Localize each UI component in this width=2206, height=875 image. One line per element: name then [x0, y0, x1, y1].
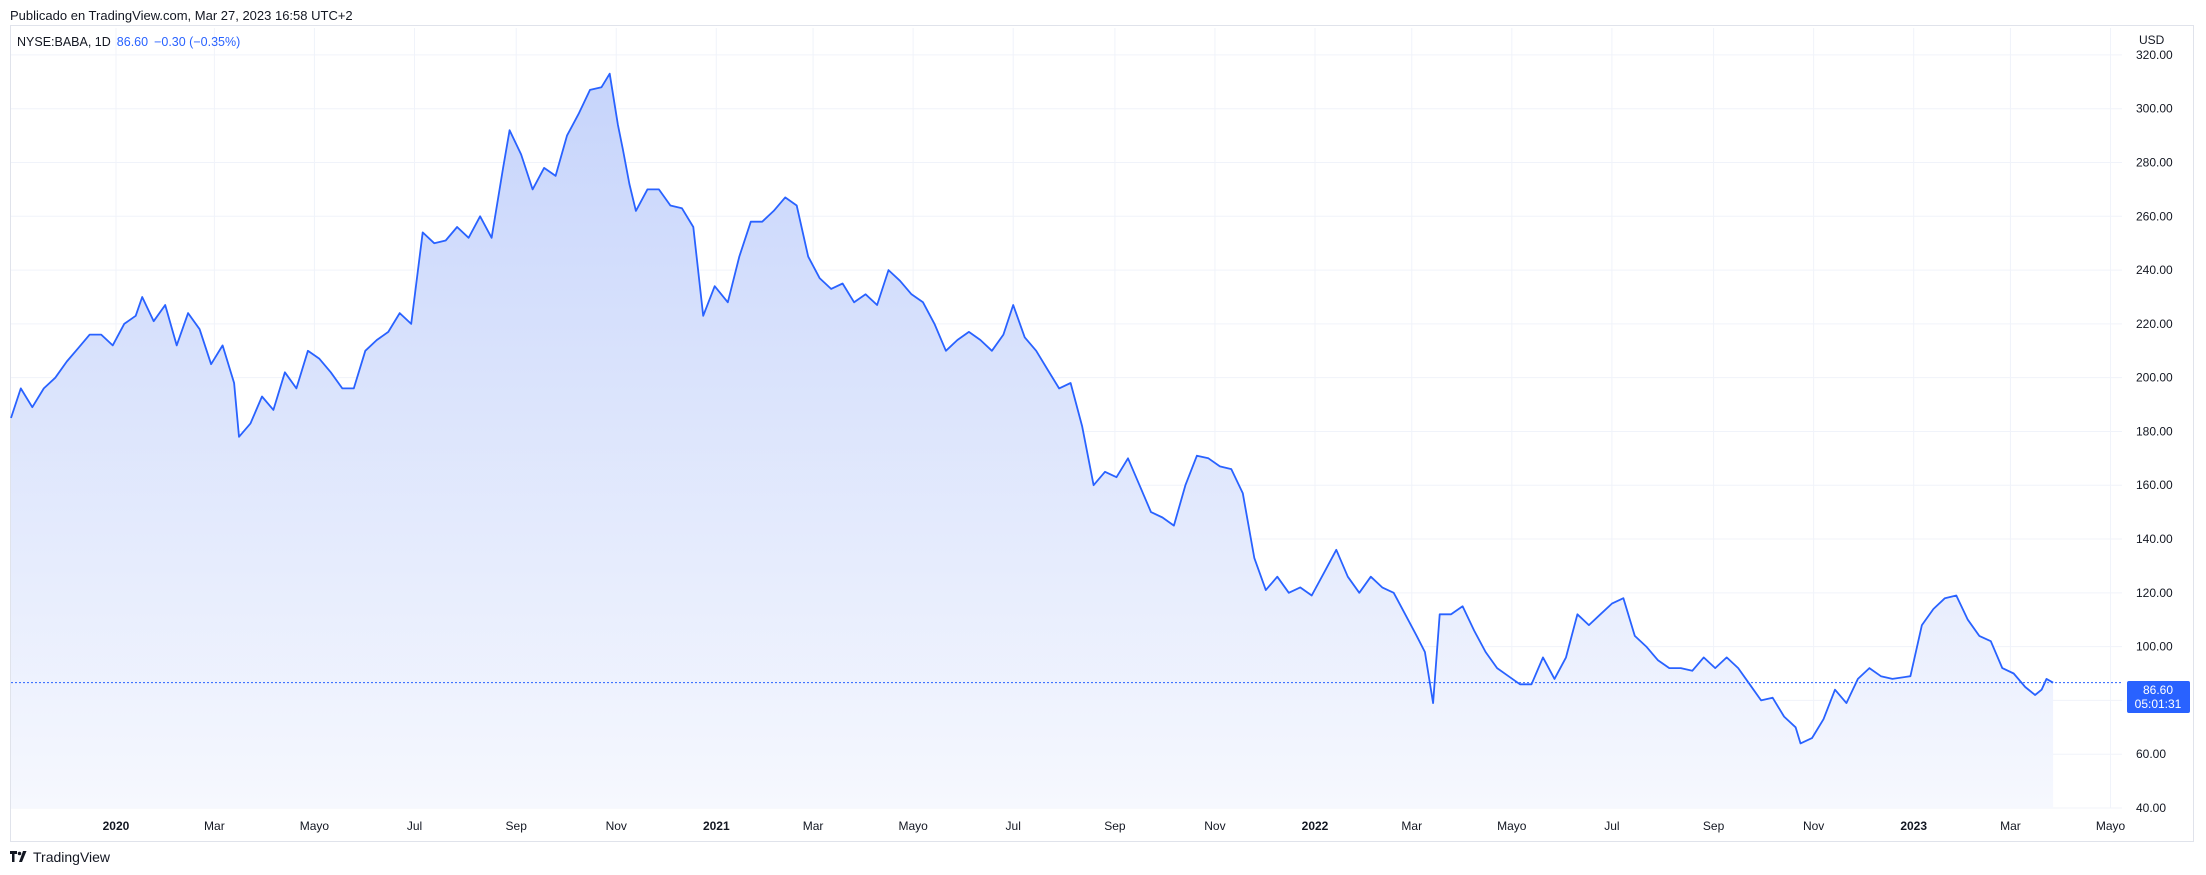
series-legend[interactable]: NYSE:BABA, 1D 86.60 −0.30 (−0.35%) — [17, 35, 240, 49]
y-tick-label: 200.00 — [2136, 371, 2173, 385]
footer-brand-name: TradingView — [33, 849, 111, 865]
x-tick-label: Nov — [1803, 819, 1824, 833]
x-tick-label: Sep — [506, 819, 528, 833]
x-tick-label: Mar — [2000, 819, 2021, 833]
x-tick-label: Mayo — [2096, 819, 2126, 833]
x-tick-label: 2023 — [1900, 819, 1927, 833]
footer-brand[interactable]: TradingView — [10, 849, 110, 865]
tradingview-logo-icon — [10, 851, 27, 862]
y-tick-label: 60.00 — [2136, 747, 2166, 761]
y-tick-label: 140.00 — [2136, 532, 2173, 546]
chart-frame — [10, 25, 2194, 842]
x-tick-label: Jul — [1006, 819, 1021, 833]
y-tick-label: 320.00 — [2136, 48, 2173, 62]
x-tick-label: Mayo — [898, 819, 928, 833]
last-price-badge: 86.60 05:01:31 — [2127, 681, 2190, 713]
x-tick-label: Mayo — [1497, 819, 1527, 833]
y-tick-label: 260.00 — [2136, 209, 2173, 223]
y-tick-label: 240.00 — [2136, 263, 2173, 277]
x-tick-label: Mar — [204, 819, 225, 833]
y-tick-label: 100.00 — [2136, 640, 2173, 654]
price-area-fill — [11, 73, 2054, 808]
time-axis[interactable]: 2020 Mar Mayo Jul Sep Nov 2021 Mar Mayo Jul Sep Nov… — [103, 819, 2126, 833]
last-price-value: 86.60 — [2143, 683, 2173, 697]
price-series-line[interactable] — [10, 72, 2054, 745]
x-tick-label: 2022 — [1302, 819, 1329, 833]
legend-symbol: NYSE:BABA, 1D — [17, 35, 111, 49]
currency-label: USD — [2139, 33, 2165, 47]
y-tick-label: 120.00 — [2136, 586, 2173, 600]
x-tick-label: Nov — [1204, 819, 1225, 833]
y-tick-label: 40.00 — [2136, 801, 2166, 815]
y-tick-label: 280.00 — [2136, 155, 2173, 169]
x-tick-label: Jul — [407, 819, 422, 833]
x-tick-label: Sep — [1104, 819, 1126, 833]
y-tick-label: 220.00 — [2136, 317, 2173, 331]
x-tick-label: 2020 — [103, 819, 130, 833]
y-tick-label: 300.00 — [2136, 102, 2173, 116]
legend-change: −0.30 (−0.35%) — [154, 35, 241, 49]
x-tick-label: 2021 — [703, 819, 730, 833]
bar-countdown: 05:01:31 — [2135, 697, 2182, 711]
legend-value: 86.60 — [116, 35, 149, 49]
published-note: Publicado en TradingView.com, Mar 27, 20… — [10, 8, 353, 23]
y-tick-label: 180.00 — [2136, 424, 2173, 438]
x-tick-label: Jul — [1604, 819, 1619, 833]
y-tick-label: 160.00 — [2136, 478, 2173, 492]
x-tick-label: Nov — [606, 819, 627, 833]
x-tick-label: Mar — [803, 819, 824, 833]
x-tick-label: Mar — [1401, 819, 1422, 833]
x-tick-label: Sep — [1703, 819, 1725, 833]
x-tick-label: Mayo — [300, 819, 330, 833]
